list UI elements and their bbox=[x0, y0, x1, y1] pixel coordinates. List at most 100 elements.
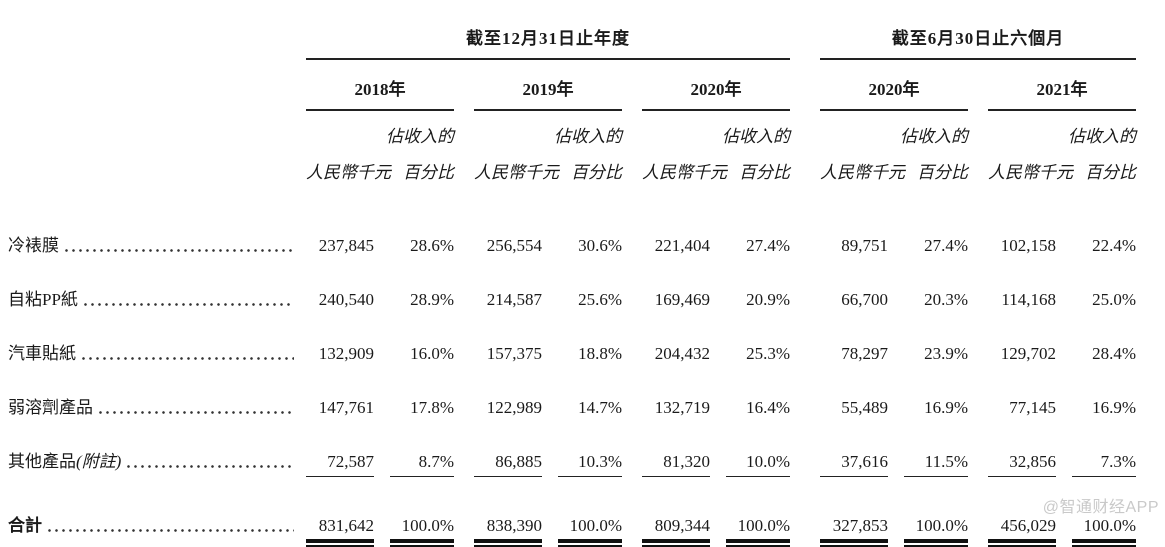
percent-header-line2: 百分比 bbox=[403, 163, 454, 182]
value-group: 157,375 18.8% bbox=[474, 344, 622, 364]
percent-column-header: 佔收入的 百分比 bbox=[540, 119, 622, 191]
dotted-leader bbox=[81, 302, 294, 307]
row-label: 自粘PP紙 bbox=[8, 290, 78, 309]
table-row: 冷裱膜 237,845 28.6% 256,554 30.6% 221,404 … bbox=[8, 231, 1165, 256]
cell-value: 23.9% bbox=[924, 344, 968, 363]
value-group: 55,489 16.9% bbox=[820, 398, 968, 418]
year-rule bbox=[306, 109, 454, 111]
section-fiscal-years: 截至12月31日止年度 2018年 2019年 2020年 人民幣千元 bbox=[306, 24, 790, 191]
year-group-2019: 2019年 bbox=[474, 60, 622, 111]
column-headers: 人民幣千元 佔收入的 百分比 人民幣千元 佔收入的 百分比 人民幣千元 bbox=[306, 111, 790, 191]
dotted-leader bbox=[46, 528, 294, 533]
column-header-group: 人民幣千元 佔收入的 百分比 bbox=[306, 119, 454, 191]
cell-value: 20.3% bbox=[924, 290, 968, 309]
row-values-interim: 327,853 100.0% 456,029 100.0% bbox=[820, 516, 1136, 547]
cell-value: 25.3% bbox=[746, 344, 790, 363]
row-values-annual: 240,540 28.9% 214,587 25.6% 169,469 20.9… bbox=[306, 290, 790, 310]
cell-value: 22.4% bbox=[1092, 236, 1136, 255]
cell-value: 27.4% bbox=[924, 236, 968, 255]
value-group: 831,642 100.0% bbox=[306, 516, 454, 547]
cell-value: 17.8% bbox=[410, 398, 454, 417]
cell-value: 25.0% bbox=[1092, 290, 1136, 309]
row-label-note: (附註) bbox=[76, 452, 122, 471]
cell-value: 25.6% bbox=[578, 290, 622, 309]
row-values-interim: 89,751 27.4% 102,158 22.4% bbox=[820, 236, 1136, 256]
row-label-cell: 弱溶劑產品 bbox=[8, 393, 296, 418]
dotted-leader bbox=[97, 410, 294, 415]
column-header-group: 人民幣千元 佔收入的 百分比 bbox=[820, 119, 968, 191]
cell-value: 10.3% bbox=[558, 452, 622, 477]
cell-value: 14.7% bbox=[578, 398, 622, 417]
value-group: 77,145 16.9% bbox=[988, 398, 1136, 418]
percent-header-line2: 百分比 bbox=[571, 163, 622, 182]
cell-value: 8.7% bbox=[390, 452, 454, 477]
section-interim-periods: 截至6月30日止六個月 2020年 2021年 人民幣千元 佔收入的 百分比 bbox=[820, 24, 1136, 191]
cell-value: 89,751 bbox=[841, 236, 888, 255]
cell-value: 20.9% bbox=[746, 290, 790, 309]
cell-value: 16.9% bbox=[1092, 398, 1136, 417]
value-group: 132,909 16.0% bbox=[306, 344, 454, 364]
row-label: 弱溶劑產品 bbox=[8, 398, 93, 417]
cell-value: 28.6% bbox=[410, 236, 454, 255]
amount-column-header: 人民幣千元 bbox=[820, 163, 905, 182]
year-rule bbox=[820, 109, 968, 111]
year-row: 2020年 2021年 bbox=[820, 60, 1136, 111]
year-rule bbox=[642, 109, 790, 111]
section-rule bbox=[820, 58, 1136, 60]
percent-header-line2: 百分比 bbox=[739, 163, 790, 182]
value-group: 122,989 14.7% bbox=[474, 398, 622, 418]
cell-value: 66,700 bbox=[841, 290, 888, 309]
column-header-group: 人民幣千元 佔收入的 百分比 bbox=[642, 119, 790, 191]
cell-value: 221,404 bbox=[654, 236, 710, 255]
year-label: 2018年 bbox=[354, 80, 406, 99]
row-values-annual: 72,587 8.7% 86,885 10.3% 81,320 10.0% bbox=[306, 452, 790, 477]
column-header-group: 人民幣千元 佔收入的 百分比 bbox=[474, 119, 622, 191]
table-row: 自粘PP紙 240,540 28.9% 214,587 25.6% 169,46… bbox=[8, 285, 1165, 310]
value-group: 32,856 7.3% bbox=[988, 452, 1136, 477]
dotted-leader bbox=[63, 248, 294, 253]
watermark: @智通财经APP bbox=[1042, 499, 1159, 516]
cell-value: 72,587 bbox=[306, 452, 374, 477]
row-values-annual: 237,845 28.6% 256,554 30.6% 221,404 27.4… bbox=[306, 236, 790, 256]
percent-header-line2: 百分比 bbox=[917, 163, 968, 182]
cell-value: 132,909 bbox=[318, 344, 374, 363]
total-value: 100.0% bbox=[390, 516, 454, 547]
year-row: 2018年 2019年 2020年 bbox=[306, 60, 790, 111]
table-row: 其他產品 (附註) 72,587 8.7% 86,885 10.3% 81,32… bbox=[8, 447, 1165, 477]
value-group: 169,469 20.9% bbox=[642, 290, 790, 310]
value-group: 240,540 28.9% bbox=[306, 290, 454, 310]
row-label-cell: 自粘PP紙 bbox=[8, 285, 296, 310]
table-row: 汽車貼紙 132,909 16.0% 157,375 18.8% 204,432… bbox=[8, 339, 1165, 364]
value-group: 129,702 28.4% bbox=[988, 344, 1136, 364]
percent-column-header: 佔收入的 百分比 bbox=[708, 119, 790, 191]
column-header-group: 人民幣千元 佔收入的 百分比 bbox=[988, 119, 1136, 191]
cell-value: 147,761 bbox=[318, 398, 374, 417]
percent-header-line1: 佔收入的 bbox=[722, 127, 790, 146]
total-value: 100.0% bbox=[558, 516, 622, 547]
total-row: 合計 831,642 100.0% 838,390 100.0% 809,344… bbox=[8, 511, 1165, 547]
table-header: 截至12月31日止年度 2018年 2019年 2020年 人民幣千元 bbox=[8, 24, 1165, 191]
percent-header-line2: 百分比 bbox=[1085, 163, 1136, 182]
percent-column-header: 佔收入的 百分比 bbox=[372, 119, 454, 191]
dotted-leader bbox=[125, 464, 294, 469]
cell-value: 81,320 bbox=[642, 452, 710, 477]
cell-value: 37,616 bbox=[820, 452, 888, 477]
value-group: 66,700 20.3% bbox=[820, 290, 968, 310]
cell-value: 32,856 bbox=[988, 452, 1056, 477]
cell-value: 102,158 bbox=[1000, 236, 1056, 255]
cell-value: 30.6% bbox=[578, 236, 622, 255]
row-values-annual: 147,761 17.8% 122,989 14.7% 132,719 16.4… bbox=[306, 398, 790, 418]
cell-value: 55,489 bbox=[841, 398, 888, 417]
row-label: 冷裱膜 bbox=[8, 236, 59, 255]
value-group: 81,320 10.0% bbox=[642, 452, 790, 477]
cell-value: 28.9% bbox=[410, 290, 454, 309]
percent-header-line1: 佔收入的 bbox=[900, 127, 968, 146]
year-group-2020-interim: 2020年 bbox=[820, 60, 968, 111]
cell-value: 18.8% bbox=[578, 344, 622, 363]
year-group-2020: 2020年 bbox=[642, 60, 790, 111]
value-group: 838,390 100.0% bbox=[474, 516, 622, 547]
total-value: 809,344 bbox=[642, 516, 710, 547]
year-label: 2020年 bbox=[868, 80, 920, 99]
value-group: 72,587 8.7% bbox=[306, 452, 454, 477]
section-title: 截至6月30日止六個月 bbox=[891, 29, 1065, 48]
